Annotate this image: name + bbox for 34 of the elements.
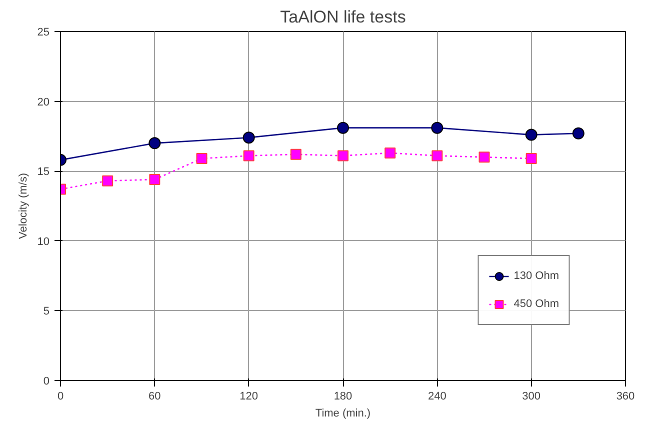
- point: [525, 128, 538, 141]
- y-tick-label: 0: [43, 376, 50, 388]
- point: [242, 132, 255, 144]
- y-tick-label: 25: [37, 26, 50, 38]
- point: [290, 148, 302, 160]
- y-tick-label: 10: [37, 236, 50, 248]
- point: [478, 152, 490, 163]
- x-tick-label: 360: [616, 390, 635, 402]
- x-tick-label: 300: [522, 390, 541, 402]
- x-tick-label: 60: [148, 390, 161, 402]
- x-tick-label: 0: [57, 390, 64, 402]
- point: [148, 137, 161, 150]
- y-tick-label: 15: [37, 166, 50, 178]
- y-tick-label: 20: [37, 96, 50, 108]
- x-axis-title: Time (min.): [315, 408, 371, 420]
- point: [196, 153, 208, 164]
- point: [243, 150, 254, 162]
- point: [572, 127, 584, 140]
- x-tick-label: 240: [428, 390, 446, 402]
- point: [526, 153, 537, 164]
- point: [431, 122, 444, 134]
- point: [337, 122, 349, 134]
- y-axis-title: Velocity (m/s): [17, 172, 30, 240]
- point: [338, 150, 348, 162]
- point: [432, 150, 443, 162]
- point: [384, 147, 396, 158]
- legend-label: 450 Ohm: [514, 298, 559, 310]
- x-tick-label: 120: [240, 390, 258, 402]
- chart-title: TaAlON life tests: [280, 8, 406, 26]
- point: [149, 174, 160, 185]
- legend-label: 130 Ohm: [514, 270, 559, 282]
- point: [102, 175, 114, 186]
- x-tick-label: 180: [334, 390, 352, 402]
- y-tick-label: 5: [43, 306, 50, 318]
